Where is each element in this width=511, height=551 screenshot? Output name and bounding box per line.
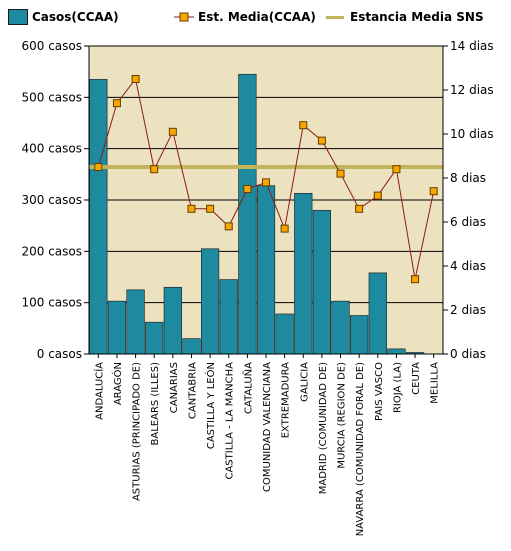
estancia-marker-4 bbox=[168, 127, 177, 136]
bar-12 bbox=[312, 209, 332, 355]
estancia-marker-2 bbox=[131, 75, 140, 83]
estancia-marker-10 bbox=[280, 224, 289, 233]
estancia-marker-13 bbox=[336, 169, 345, 178]
x-tick-label: EXTREMADURA bbox=[281, 362, 292, 438]
left-tick-label: 100 casos bbox=[21, 296, 82, 310]
right-tick-label: 8 dias bbox=[450, 171, 486, 185]
legend-label-casos: Casos(CCAA) bbox=[32, 10, 119, 24]
x-tick-label: MURCIA (REGION DE) bbox=[337, 362, 348, 469]
right-tick-label: 10 dias bbox=[450, 127, 494, 141]
bar-15 bbox=[368, 272, 387, 355]
right-tick-label: 4 dias bbox=[450, 259, 486, 273]
bar-9 bbox=[256, 185, 276, 355]
right-tick-label: 12 dias bbox=[450, 83, 494, 97]
right-tick-label: 2 dias bbox=[450, 303, 486, 317]
bar-14 bbox=[350, 315, 369, 355]
estancia-marker-3 bbox=[150, 165, 159, 174]
bar-11 bbox=[294, 193, 313, 355]
estancia-marker-0 bbox=[94, 163, 103, 171]
estancia-marker-7 bbox=[224, 222, 233, 231]
bar-0 bbox=[89, 79, 108, 355]
left-tick-label: 0 casos bbox=[37, 347, 82, 361]
left-tick-label: 600 casos bbox=[21, 39, 82, 53]
estancia-marker-17 bbox=[411, 275, 420, 284]
legend-label-sns: Estancia Media SNS bbox=[350, 10, 484, 24]
left-tick-label: 300 casos bbox=[21, 193, 82, 207]
x-tick-label: NAVARRA (COMUNIDAD FORAL DE) bbox=[355, 362, 366, 536]
bar-8 bbox=[238, 73, 257, 355]
x-tick-label: MADRID (COMUNIDAD DE) bbox=[318, 362, 329, 494]
right-tick-label: 6 dias bbox=[450, 215, 486, 229]
bar-13 bbox=[331, 300, 350, 355]
right-tick-label: 14 dias bbox=[450, 39, 494, 53]
estancia-marker-6 bbox=[206, 204, 215, 213]
bar-3 bbox=[145, 321, 164, 355]
bar-7 bbox=[219, 279, 238, 355]
x-tick-label: CANARIAS bbox=[169, 362, 180, 413]
left-tick-label: 400 casos bbox=[21, 142, 82, 156]
x-tick-label: CANTABRIA bbox=[187, 362, 198, 419]
bar-5 bbox=[182, 338, 201, 355]
estancia-marker-12 bbox=[317, 136, 326, 145]
bar-4 bbox=[163, 286, 182, 355]
right-tick-label: 0 dias bbox=[450, 347, 486, 361]
legend-swatch-sns bbox=[326, 15, 344, 19]
estancia-marker-16 bbox=[392, 165, 401, 174]
x-tick-label: CASTILLA - LA MANCHA bbox=[225, 362, 236, 480]
legend-item-sns: Estancia Media SNS bbox=[326, 6, 484, 28]
x-tick-label: GALICIA bbox=[299, 362, 310, 402]
legend-swatch-marker-line bbox=[174, 12, 194, 22]
estancia-marker-11 bbox=[299, 121, 308, 130]
left-tick-label: 500 casos bbox=[21, 90, 82, 104]
legend-label-estancia: Est. Media(CCAA) bbox=[198, 10, 316, 24]
x-tick-label: MELILLA bbox=[430, 362, 441, 404]
estancia-marker-8 bbox=[243, 185, 252, 193]
x-tick-label: COMUNIDAD VALENCIANA bbox=[262, 362, 273, 492]
bar-10 bbox=[275, 313, 294, 355]
x-tick-label: ARAGÓN bbox=[111, 362, 124, 405]
x-tick-label: PAIS VASCO bbox=[374, 362, 385, 421]
estancia-marker-14 bbox=[355, 204, 364, 213]
estancia-marker-9 bbox=[262, 178, 270, 187]
legend-swatch-bar bbox=[8, 9, 28, 25]
estancia-marker-5 bbox=[187, 204, 196, 213]
x-tick-label: CATALUÑA bbox=[241, 362, 254, 414]
x-tick-label: RIOJA (LA) bbox=[392, 362, 403, 413]
x-tick-label: ASTURIAS (PRINCIPADO DE) bbox=[132, 362, 143, 501]
left-tick-label: 200 casos bbox=[21, 244, 82, 258]
estancia-marker-18 bbox=[429, 187, 438, 196]
x-tick-label: BALEARS (ILLES) bbox=[150, 362, 161, 446]
x-tick-label: ANDALUCÍA bbox=[92, 362, 105, 420]
bar-6 bbox=[200, 248, 220, 355]
x-tick-label: CASTILLA Y LEÓN bbox=[204, 362, 217, 449]
bar-2 bbox=[126, 289, 145, 355]
estancia-marker-1 bbox=[112, 99, 121, 108]
legend-item-estancia: Est. Media(CCAA) bbox=[174, 6, 316, 28]
estancia-marker-15 bbox=[373, 191, 382, 200]
bar-16 bbox=[387, 348, 406, 355]
x-tick-label: CEUTA bbox=[411, 362, 422, 395]
bar-1 bbox=[107, 300, 127, 355]
legend-item-casos: Casos(CCAA) bbox=[8, 6, 119, 28]
